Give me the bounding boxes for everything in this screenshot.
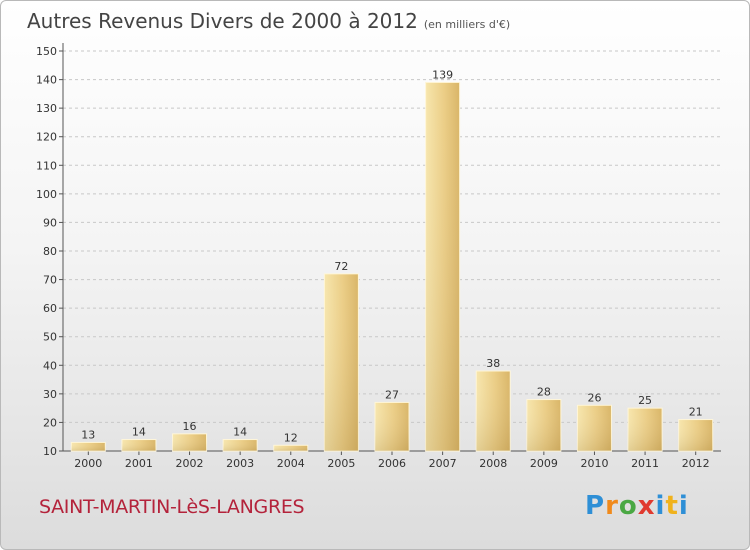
y-tick-label: 20 [43,416,57,429]
y-tick-label: 40 [43,359,57,372]
bar-value-label: 72 [334,260,348,273]
logo-letter: o [618,491,638,521]
bar-shade-2003 [223,439,258,451]
bar-value-label: 139 [432,68,453,81]
x-tick-label: 2001 [125,457,153,470]
x-tick-label: 2004 [277,457,305,470]
x-tick-label: 2009 [530,457,558,470]
bar-value-label: 27 [385,388,399,401]
proxiti-logo[interactable]: Proxiti [585,491,689,521]
bar-shade-2001 [121,439,156,451]
y-tick-label: 100 [36,188,57,201]
y-tick-label: 10 [43,445,57,458]
y-tick-label: 150 [36,45,57,58]
bar-shade-2009 [526,399,561,451]
bar-value-label: 12 [284,431,298,444]
chart-title-text: Autres Revenus Divers de 2000 à 2012 [27,9,418,33]
x-tick-label: 2011 [631,457,659,470]
bar-shade-2002 [172,433,207,451]
bar-shade-2007 [425,82,460,451]
y-tick-label: 110 [36,159,57,172]
location-name: SAINT-MARTIN-LèS-LANGRES [39,496,305,518]
y-tick-label: 60 [43,302,57,315]
bar-value-label: 13 [81,428,95,441]
bar-shade-2008 [476,371,511,451]
y-tick-label: 140 [36,74,57,87]
bar-value-label: 25 [638,394,652,407]
bar-shade-2000 [71,442,106,451]
logo-letter: i [655,491,666,521]
bar-value-label: 16 [183,420,197,433]
logo-letter: r [605,491,619,521]
logo-letter: x [637,491,656,521]
x-tick-label: 2003 [226,457,254,470]
bar-shade-2005 [324,273,359,451]
x-tick-label: 2006 [378,457,406,470]
x-tick-label: 2008 [479,457,507,470]
x-tick-label: 2005 [327,457,355,470]
bar-value-label: 38 [486,357,500,370]
bar-shade-2006 [375,402,409,451]
bar-value-label: 26 [587,391,601,404]
grid-layer [63,50,721,423]
y-tick-label: 80 [43,245,57,258]
y-tick-label: 130 [36,102,57,115]
logo-letter: P [585,491,606,521]
chart-title: Autres Revenus Divers de 2000 à 2012 (en … [27,9,510,33]
bar-layer: 13 14 16 14 12 72 27 139 38 28 26 25 21 [70,68,714,452]
bar-shade-2004 [273,445,308,451]
bar-shade-2012 [678,419,713,451]
axis-layer: 10 20 30 40 50 60 70 80 90 100 110 120 130 140 150 2000… [36,43,721,470]
bar-value-label: 21 [689,406,703,419]
x-tick-label: 2007 [429,457,457,470]
bar-value-label: 14 [233,426,247,439]
bar-shade-2010 [577,405,612,451]
bar-value-label: 28 [537,386,551,399]
bar-value-label: 14 [132,426,146,439]
bar-shade-2011 [628,408,663,451]
y-tick-label: 50 [43,331,57,344]
y-tick-label: 30 [43,388,57,401]
y-tick-label: 70 [43,274,57,287]
y-tick-label: 120 [36,131,57,144]
logo-letter: i [678,491,689,521]
x-tick-label: 2012 [682,457,710,470]
y-tick-label: 90 [43,216,57,229]
x-tick-label: 2000 [74,457,102,470]
x-tick-label: 2002 [176,457,204,470]
logo-letter: t [665,491,679,521]
x-tick-label: 2010 [580,457,608,470]
chart-subtitle: (en milliers d'€) [423,18,511,31]
